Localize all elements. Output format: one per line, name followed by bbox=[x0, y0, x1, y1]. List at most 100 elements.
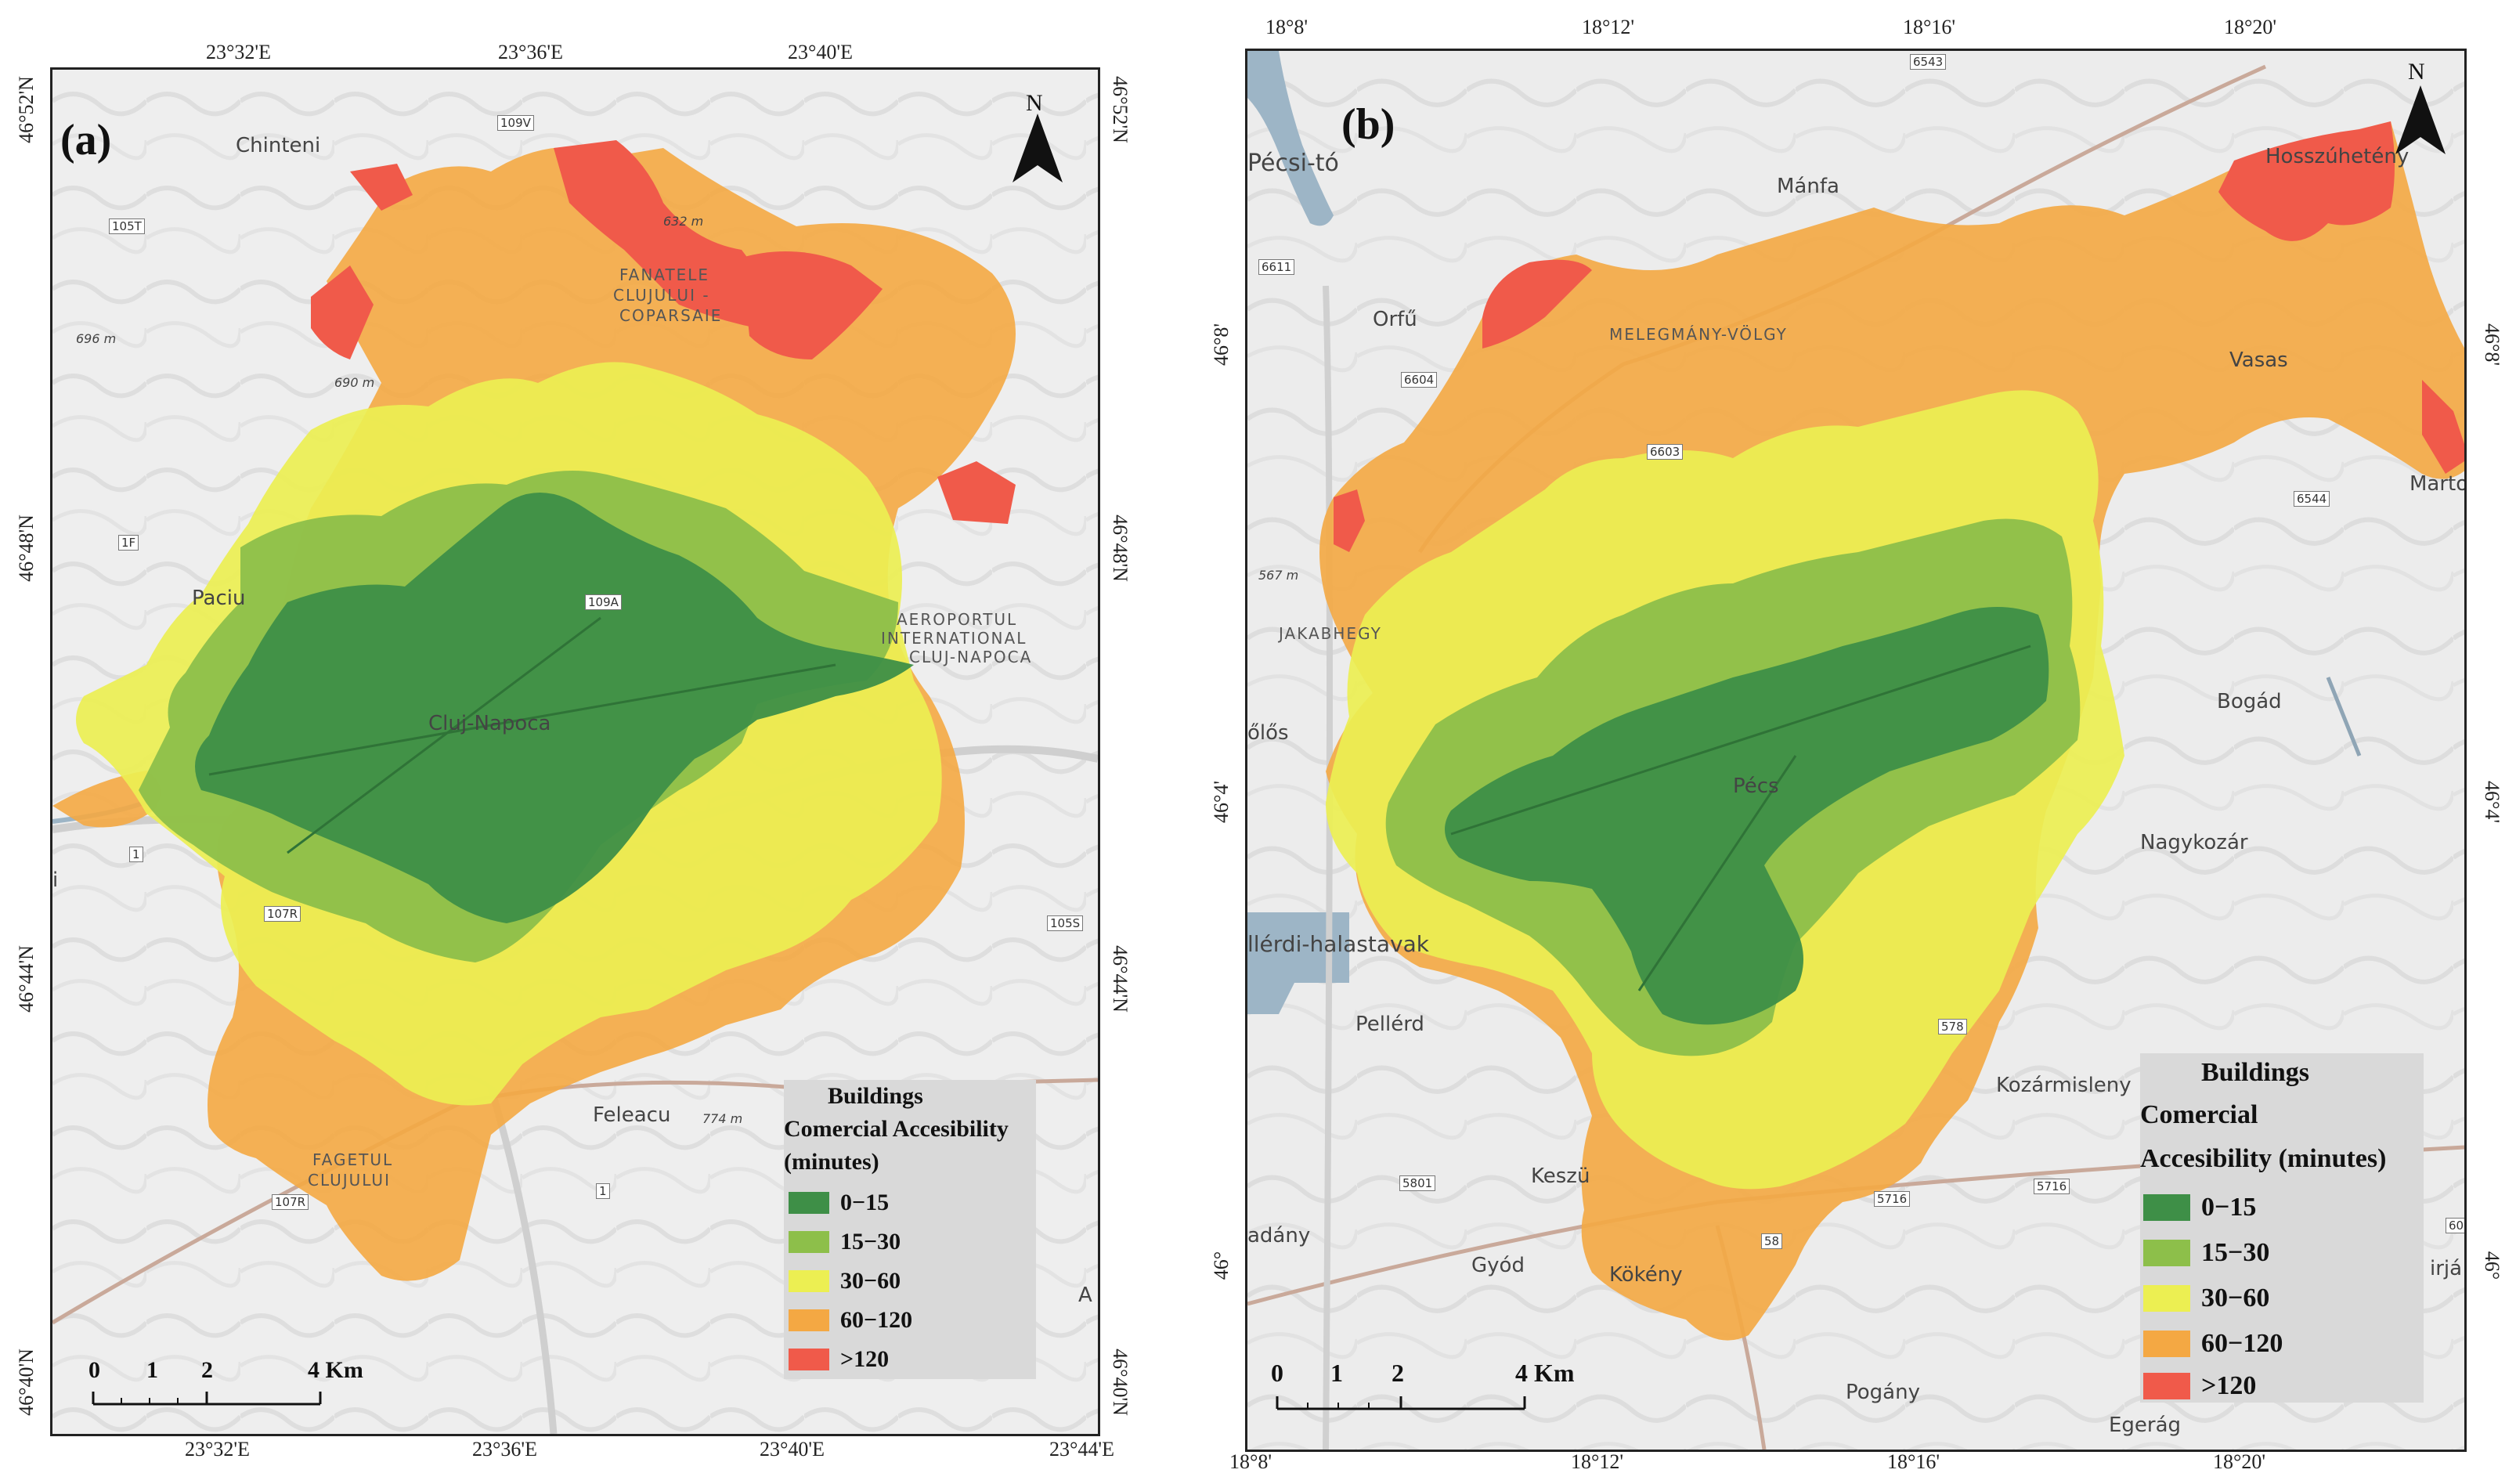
scale-label-b-0: 0 bbox=[1271, 1359, 1283, 1387]
place-fanatele: FANATELE bbox=[619, 265, 710, 284]
place-olos: őlős bbox=[1247, 721, 1289, 745]
place-marton: Marton bbox=[2410, 472, 2464, 496]
left-tick-b-1: 46°8' bbox=[1210, 323, 1233, 366]
elevation-690: 690 m bbox=[334, 375, 375, 390]
place-pecs: Pécs bbox=[1733, 774, 1779, 798]
place-irja: irjá bbox=[2430, 1257, 2463, 1280]
scale-label-a-0: 0 bbox=[88, 1357, 100, 1383]
road-109v: 109V bbox=[497, 115, 534, 131]
right-tick-b-1: 46°8' bbox=[2481, 323, 2503, 366]
legend-row-a-30-60: 30−60 bbox=[789, 1268, 901, 1294]
elevation-632: 632 m bbox=[663, 214, 704, 229]
road-1-south: 1 bbox=[596, 1183, 610, 1199]
legend-label-b-60-120: 60−120 bbox=[2201, 1329, 2283, 1358]
scale-label-a-1: 1 bbox=[146, 1357, 158, 1383]
legend-title-b-2: Comercial bbox=[2140, 1100, 2258, 1129]
legend-swatch-a-120 bbox=[789, 1349, 829, 1370]
top-tick-a-2: 23°36'E bbox=[498, 41, 563, 63]
legend-title-b-3: Accesibility (minutes) bbox=[2140, 1144, 2387, 1173]
place-cluj-napoca-airport: CLUJ-NAPOCA bbox=[909, 648, 1033, 666]
zone-0-15-a bbox=[195, 493, 914, 923]
zone-0-15-b bbox=[1445, 607, 2049, 1025]
panel-a: 23°32'E 23°36'E 23°40'E 23°32'E 23°36'E … bbox=[0, 0, 1143, 1484]
legend-swatch-a-30-60 bbox=[789, 1270, 829, 1292]
bottom-tick-b-1: 18°8' bbox=[1229, 1450, 1272, 1473]
top-tick-b-4: 18°20' bbox=[2224, 16, 2277, 38]
north-arrow-b: N bbox=[2389, 59, 2452, 154]
scale-label-a-4: 4 Km bbox=[308, 1357, 363, 1383]
map-frame-a: (a) Chinteni Paciu Cluj-Napoca Feleacu F… bbox=[50, 67, 1100, 1436]
zone-120-sw-a bbox=[350, 164, 413, 211]
place-aeroportul: AEROPORTUL bbox=[897, 610, 1018, 629]
left-tick-a-3: 46°44'N bbox=[15, 945, 38, 1013]
place-fagetul: FAGETUL bbox=[312, 1150, 394, 1169]
legend-swatch-b-30-60 bbox=[2143, 1285, 2190, 1312]
road-6603: 6603 bbox=[1647, 444, 1684, 460]
zone-120-east-b bbox=[2422, 380, 2464, 474]
legend-swatch-a-15-30 bbox=[789, 1231, 829, 1253]
zone-120-east-a bbox=[742, 251, 883, 359]
road-5716-east: 5716 bbox=[2034, 1179, 2070, 1194]
legend-label-a-15-30: 15−30 bbox=[840, 1229, 901, 1255]
place-a: A bbox=[1078, 1284, 1092, 1307]
legend-title-b-1: Buildings bbox=[2201, 1058, 2309, 1087]
legend-swatch-a-60-120 bbox=[789, 1309, 829, 1331]
place-nagykozar: Nagykozár bbox=[2140, 831, 2248, 854]
zone-120-ne-a bbox=[937, 461, 1016, 524]
scale-label-a-2: 2 bbox=[201, 1357, 213, 1383]
legend-row-b-30-60: 30−60 bbox=[2143, 1284, 2269, 1313]
legend-swatch-b-15-30 bbox=[2143, 1240, 2190, 1266]
scale-bar-a: 0 1 2 4 Km bbox=[84, 1357, 366, 1420]
left-tick-a-4: 46°40'N bbox=[15, 1349, 38, 1416]
zone-120-north-a bbox=[554, 140, 763, 328]
top-tick-a-3: 23°40'E bbox=[788, 41, 853, 63]
legend-label-b-30-60: 30−60 bbox=[2201, 1284, 2270, 1312]
legend-a: Buildings Comercial Accesibility (minute… bbox=[784, 1080, 1036, 1379]
legend-row-a-60-120: 60−120 bbox=[789, 1307, 912, 1334]
place-kokeny: Kökény bbox=[1609, 1263, 1683, 1287]
place-paciu: Paciu bbox=[192, 587, 246, 610]
zone-120-west-b bbox=[1334, 489, 1365, 552]
legend-row-a-0-15: 0−15 bbox=[789, 1190, 889, 1216]
road-60: 60 bbox=[2446, 1218, 2464, 1233]
legend-title-a-1: Buildings bbox=[828, 1083, 923, 1109]
legend-row-b-60-120: 60−120 bbox=[2143, 1329, 2283, 1359]
north-arrow-icon bbox=[1013, 114, 1063, 182]
legend-label-b-0-15: 0−15 bbox=[2201, 1193, 2257, 1222]
scale-graphic-b bbox=[1276, 1396, 1526, 1410]
right-tick-b-3: 46° bbox=[2481, 1251, 2503, 1280]
road-6543: 6543 bbox=[1910, 54, 1947, 70]
street-network-b bbox=[1450, 645, 2031, 991]
right-tick-a-4: 46°40'N bbox=[1109, 1349, 1132, 1416]
elevation-774: 774 m bbox=[702, 1111, 743, 1126]
left-tick-a-1: 46°52'N bbox=[15, 76, 38, 143]
road-5801: 5801 bbox=[1399, 1175, 1436, 1191]
map-frame-b: (b) Pécsi-tó Mánfa Hosszúhetény Orfű MEL… bbox=[1245, 49, 2467, 1452]
scale-graphic-a bbox=[92, 1392, 322, 1406]
bottom-tick-b-4: 18°20' bbox=[2213, 1450, 2266, 1473]
place-cluj-napoca: Cluj-Napoca bbox=[428, 712, 551, 735]
place-gyod: Gyód bbox=[1471, 1254, 1525, 1277]
left-tick-b-2: 46°4' bbox=[1210, 780, 1233, 824]
north-arrow-icon-b bbox=[2395, 85, 2446, 154]
top-tick-a-1: 23°32'E bbox=[206, 41, 271, 63]
legend-label-a-60-120: 60−120 bbox=[840, 1307, 913, 1333]
bottom-tick-a-4: 23°44'E bbox=[1049, 1438, 1114, 1461]
road-107r-south: 107R bbox=[272, 1194, 309, 1210]
place-hosszuheteny: Hosszúhetény bbox=[2265, 145, 2410, 168]
legend-row-a-120: >120 bbox=[789, 1346, 889, 1373]
top-tick-b-2: 18°12' bbox=[1582, 16, 1635, 38]
north-letter-a: N bbox=[1026, 90, 1043, 116]
road-109a: 109A bbox=[585, 594, 622, 610]
legend-b: Buildings Comercial Accesibility (minute… bbox=[2140, 1053, 2424, 1403]
legend-label-a-30-60: 30−60 bbox=[840, 1268, 901, 1294]
place-adany: adány bbox=[1247, 1224, 1311, 1247]
place-pellerd: Pellérd bbox=[1355, 1013, 1424, 1036]
legend-label-a-0-15: 0−15 bbox=[840, 1190, 890, 1215]
road-107r-west: 107R bbox=[264, 906, 301, 922]
right-tick-a-1: 46°52'N bbox=[1109, 76, 1132, 143]
place-international: INTERNATIONAL bbox=[881, 629, 1027, 648]
map-canvas-a bbox=[52, 70, 1098, 1434]
place-pellerdi-halastavak: llérdi-halastavak bbox=[1247, 931, 1429, 957]
scale-label-b-4: 4 Km bbox=[1515, 1359, 1575, 1387]
